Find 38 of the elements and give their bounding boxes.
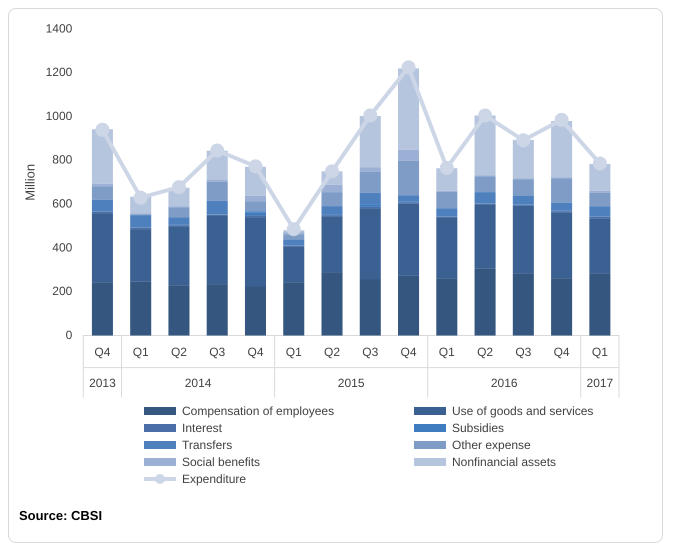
- text: 2017: [586, 376, 614, 390]
- x-tick-label: Q4: [94, 345, 111, 360]
- x-tick-label: Q4: [400, 345, 417, 360]
- x-tick-label: Q3: [209, 345, 226, 360]
- y-axis-title: Million: [22, 164, 38, 201]
- legend-label: Other expense: [452, 438, 531, 452]
- x-tick-label: Q3: [515, 345, 532, 360]
- x-tick-label: Q3: [362, 345, 379, 360]
- text: 2016: [490, 376, 518, 390]
- legend-label: Expenditure: [182, 472, 246, 486]
- text: 2013: [89, 376, 116, 390]
- x-tick-label: Q4: [247, 345, 264, 360]
- x-tick-label: Q1: [132, 345, 150, 360]
- x-tick-label: Q2: [477, 345, 494, 360]
- legend-label: Transfers: [182, 438, 232, 452]
- legend-label: Nonfinancial assets: [452, 455, 556, 469]
- y-tick-label: 600: [52, 196, 73, 211]
- x-tick-label: Q2: [324, 345, 340, 360]
- y-tick-label: 1400: [46, 21, 73, 36]
- x-tick-label: Q1: [438, 345, 456, 360]
- y-tick-label: 200: [52, 284, 73, 298]
- legend-label: Interest: [182, 421, 222, 435]
- legend-label: Compensation of employees: [182, 404, 334, 418]
- text: 2014: [184, 376, 212, 390]
- legend-label: Subsidies: [452, 421, 504, 435]
- text: 2015: [338, 376, 365, 390]
- y-tick-label: 400: [52, 240, 73, 254]
- x-tick-label: Q1: [592, 345, 608, 360]
- y-tick-label: 800: [52, 152, 73, 167]
- source-note: Source: CBSI: [19, 508, 104, 523]
- y-tick-label: 1200: [46, 65, 73, 80]
- y-tick-label: 1000: [46, 108, 73, 123]
- legend-label: Social benefits: [182, 455, 260, 469]
- legend-label: Use of goods and services: [452, 404, 594, 418]
- x-tick-label: Q4: [554, 345, 570, 360]
- y-tick-label: 0: [66, 328, 73, 342]
- x-tick-label: Q2: [170, 345, 188, 360]
- x-tick-label: Q1: [286, 345, 302, 360]
